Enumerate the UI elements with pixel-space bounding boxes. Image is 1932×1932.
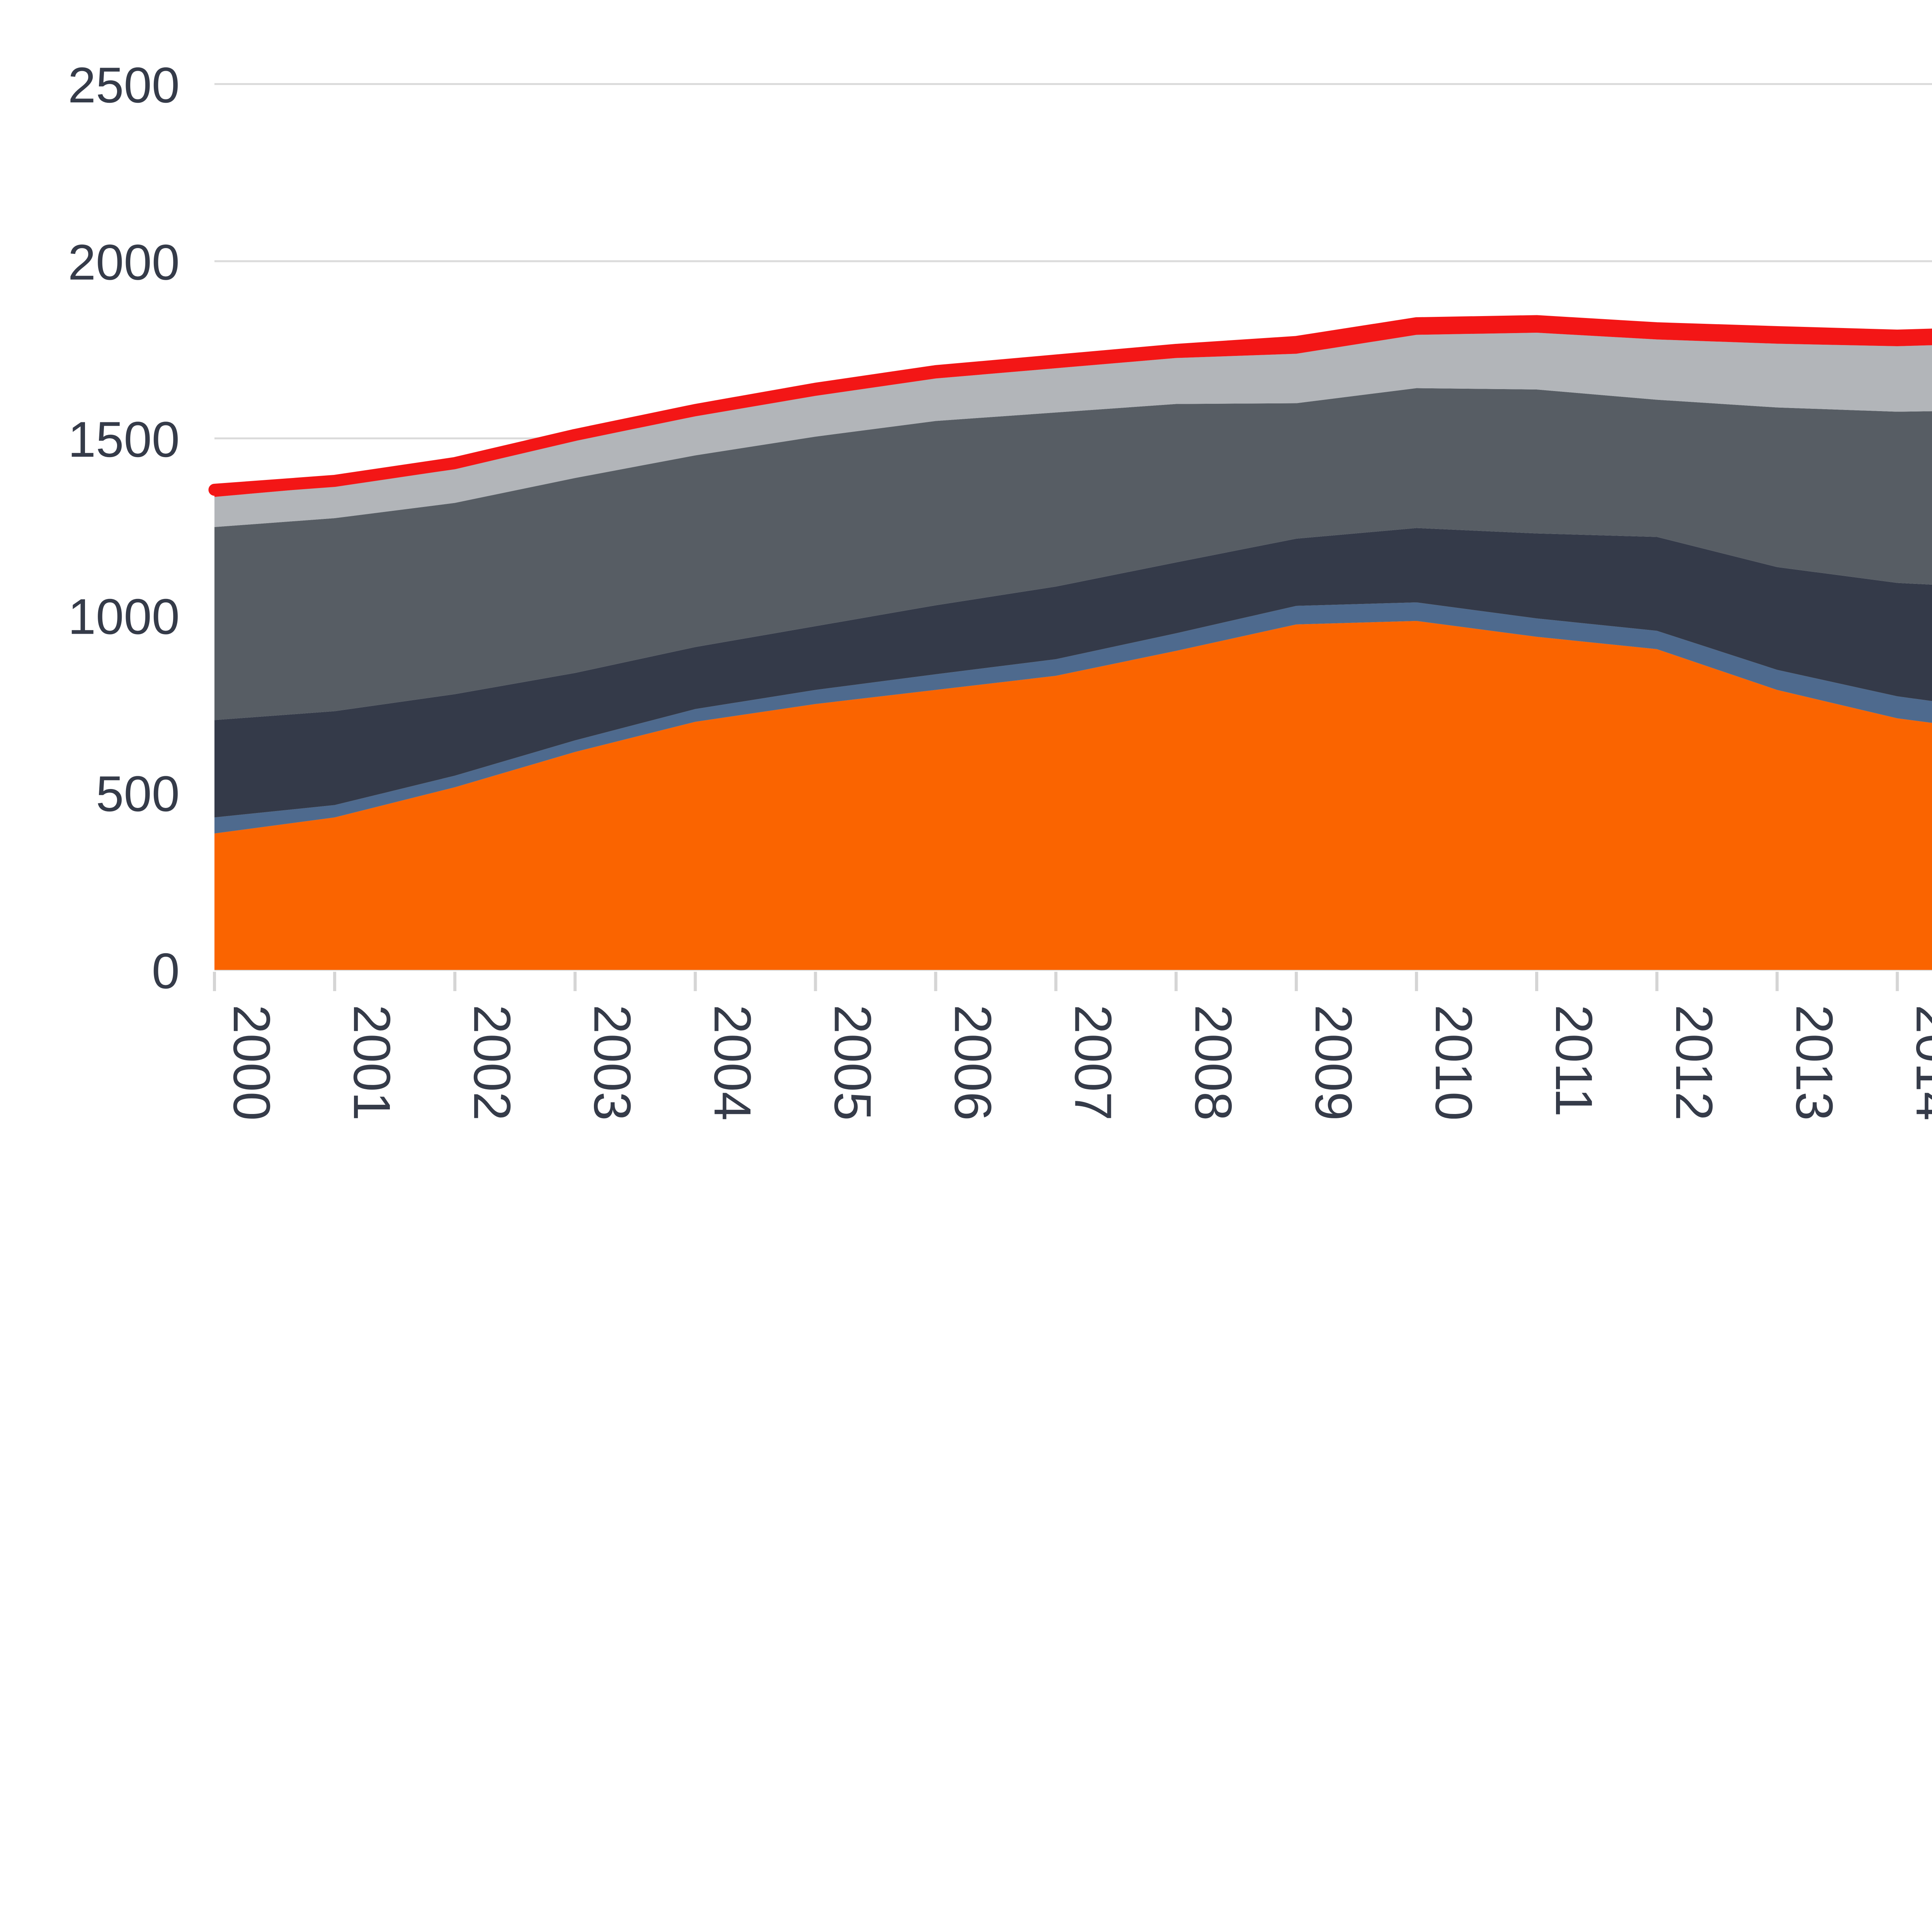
- x-axis-label-2002: 2002: [463, 1005, 521, 1121]
- y-axis-label-2500: 2500: [68, 57, 180, 113]
- x-axis-label-2007: 2007: [1064, 1005, 1122, 1121]
- x-axis-label-2001: 2001: [343, 1005, 401, 1121]
- area-sub-saharan-africa: [214, 321, 1932, 497]
- area-asia-pacific: [214, 528, 1932, 818]
- y-axis-label-1500: 1500: [68, 411, 180, 468]
- x-axis-label-2003: 2003: [583, 1005, 641, 1121]
- chart-legend: North America Latin America Asia Pacific…: [0, 1198, 1932, 1548]
- x-axis-label-2010: 2010: [1425, 1005, 1483, 1121]
- x-axis-label-2012: 2012: [1665, 1005, 1723, 1121]
- y-axis-label-500: 500: [96, 765, 180, 822]
- area-middle-east-north-africa: [214, 333, 1932, 527]
- x-axis-label-2009: 2009: [1304, 1005, 1363, 1121]
- total-line-sub-saharan-africa: [208, 315, 1932, 496]
- x-axis-label-2008: 2008: [1184, 1005, 1243, 1121]
- stacked-area-chart: 0 500 1000 1500 2000 2500 2000 2001 2002 2003 2004…: [68, 57, 1932, 1121]
- x-axis-label-2005: 2005: [823, 1005, 882, 1121]
- x-axis-label-2000: 2000: [223, 1005, 281, 1121]
- x-axis-label-2011: 2011: [1545, 1005, 1603, 1117]
- y-axis-label-1000: 1000: [68, 588, 180, 645]
- x-axis-label-2004: 2004: [703, 1005, 762, 1121]
- x-axis-label-2013: 2013: [1785, 1005, 1844, 1121]
- chart-area: 0 500 1000 1500 2000 2500 2000 2001 2002 2003 2004…: [68, 57, 1932, 1121]
- x-axis-label-2014: 2014: [1905, 1005, 1932, 1121]
- area-europe: [214, 388, 1932, 720]
- x-axis-label-2006: 2006: [944, 1005, 1002, 1121]
- area-north-america: [214, 621, 1932, 970]
- y-axis-label-2000: 2000: [68, 234, 180, 291]
- page-root: 0 500 1000 1500 2000 2500 2000 2001 2002 2003 2004…: [0, 57, 1932, 1548]
- y-axis-label-0: 0: [152, 943, 180, 999]
